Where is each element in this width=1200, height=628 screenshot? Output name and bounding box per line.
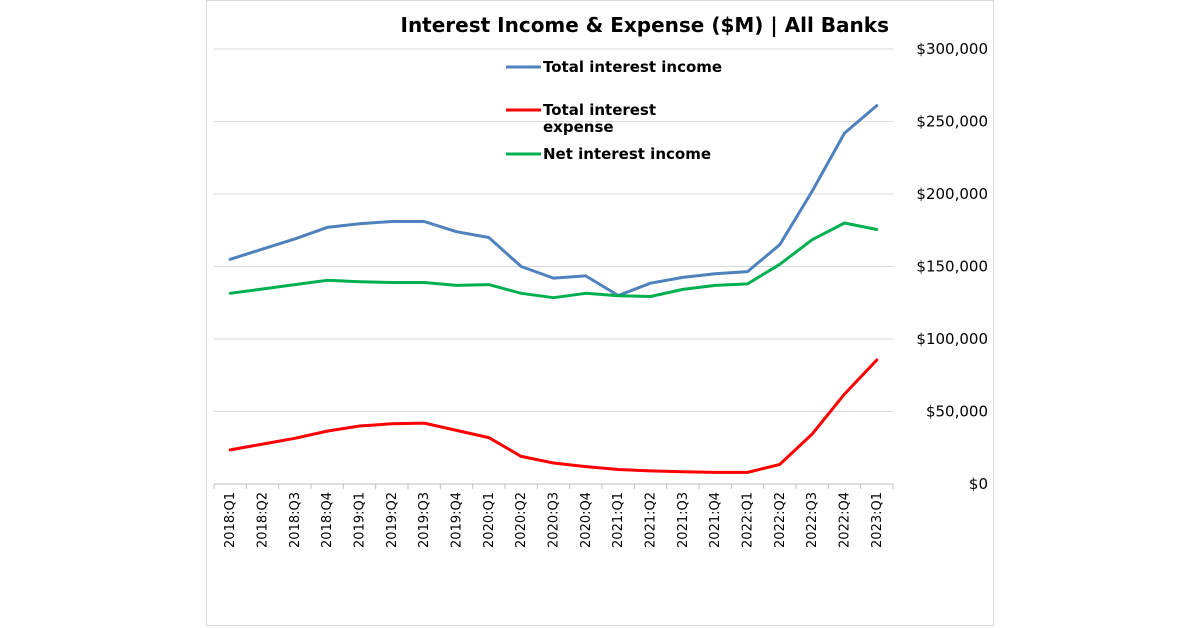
- y-tick-label: $200,000: [916, 185, 988, 203]
- legend-label: expense: [543, 118, 614, 136]
- x-tick-label: 2019:Q1: [353, 492, 368, 548]
- y-tick-label: $0: [969, 475, 988, 493]
- x-tick-label: 2021:Q1: [611, 492, 626, 548]
- x-tick-label: 2020:Q4: [579, 492, 594, 548]
- x-tick-label: 2018:Q3: [288, 492, 303, 548]
- x-tick-label: 2023:Q1: [870, 492, 885, 548]
- x-tick-label: 2020:Q3: [547, 492, 562, 548]
- legend-label: Net interest income: [543, 145, 711, 163]
- x-tick-label: 2020:Q1: [482, 492, 497, 548]
- series-line-2: [228, 221, 879, 300]
- gridlines: [214, 48, 893, 485]
- x-tick-label: 2018:Q2: [256, 492, 271, 548]
- legend-label: Total interest income: [543, 58, 722, 76]
- legend: Total interest income Total interestexpen…: [506, 58, 722, 163]
- x-tick-label: 2018:Q4: [320, 492, 335, 548]
- x-tick-label: 2021:Q2: [644, 492, 659, 548]
- x-tick-label: 2018:Q1: [223, 492, 238, 548]
- series-lines: [228, 104, 879, 474]
- x-tick-label: 2021:Q3: [676, 492, 691, 548]
- y-tick-label: $150,000: [916, 258, 988, 276]
- legend-label: Total interest: [543, 101, 656, 119]
- series-line-1: [228, 358, 879, 474]
- y-tick-label: $250,000: [916, 113, 988, 131]
- y-tick-label: $50,000: [926, 403, 988, 421]
- y-tick-label: $300,000: [916, 40, 988, 58]
- chart-frame: [206, 0, 994, 626]
- x-tick-label: 2020:Q2: [514, 492, 529, 548]
- x-tick-label: 2019:Q3: [417, 492, 432, 548]
- x-axis-labels: 2018:Q1 2018:Q2 2018:Q3 2018:Q4 2019:Q1 2019:…: [213, 484, 894, 548]
- x-tick-label: 2019:Q2: [385, 492, 400, 548]
- series-line-0: [228, 104, 879, 297]
- x-tick-label: 2022:Q2: [773, 492, 788, 548]
- x-tick-label: 2021:Q4: [708, 492, 723, 548]
- x-tick-label: 2022:Q3: [805, 492, 820, 548]
- x-tick-label: 2019:Q4: [450, 492, 465, 548]
- x-tick-label: 2022:Q4: [838, 492, 853, 548]
- chart-title: Interest Income & Expense ($M) | All Ban…: [401, 13, 890, 37]
- x-tick-label: 2022:Q1: [741, 492, 756, 548]
- y-tick-label: $100,000: [916, 330, 988, 348]
- y-axis-labels: $0 $50,000 $100,000 $150,000 $200,000 $250,00…: [916, 40, 988, 493]
